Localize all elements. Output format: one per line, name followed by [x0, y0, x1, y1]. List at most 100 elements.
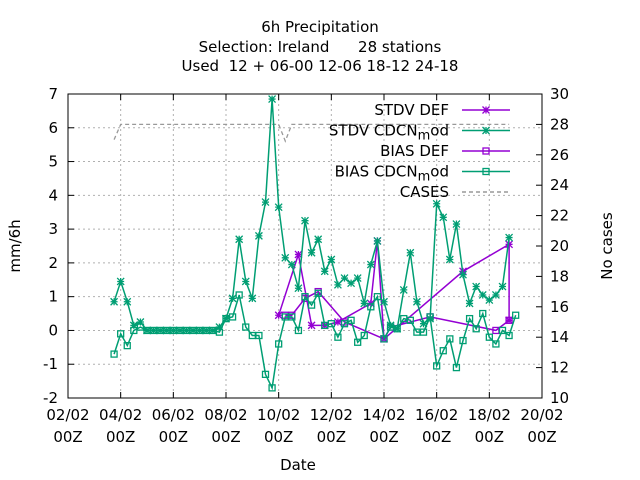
data-point: [505, 240, 514, 249]
data-point: [347, 316, 355, 324]
series-line-bias-def: [285, 290, 510, 340]
data-point: [505, 316, 513, 324]
data-point: [274, 203, 283, 212]
data-point: [406, 316, 414, 324]
data-point: [327, 320, 335, 328]
chart-title-line-1: 6h Precipitation: [261, 18, 379, 36]
data-point: [367, 303, 375, 311]
chart-title-line-3: Used 12 + 06-00 12-06 18-12 24-18: [182, 57, 459, 75]
y2-tick-label: 26: [550, 146, 569, 164]
data-point: [288, 313, 296, 321]
y-tick-label: -2: [43, 389, 58, 407]
x-tick-label: 06/02: [152, 406, 195, 424]
legend-label: BIAS CDCNmod: [335, 163, 449, 185]
data-point: [116, 277, 125, 286]
series-line-cases: [113, 123, 510, 143]
legend-label: STDV CDCNmod: [329, 122, 449, 144]
data-point: [320, 267, 329, 276]
y2-tick-label: 30: [550, 85, 569, 103]
data-point: [294, 326, 303, 335]
data-point: [426, 313, 434, 321]
y2-axis-label: No cases: [598, 212, 616, 280]
data-point: [340, 274, 349, 283]
data-point: [294, 284, 303, 293]
y-tick-label: 5: [48, 153, 58, 171]
legend-label: CASES: [400, 183, 449, 201]
chart-title-line-2: Selection: Ireland 28 stations: [199, 38, 442, 56]
y2-tick-label: 14: [550, 328, 569, 346]
data-point: [327, 255, 336, 264]
data-point: [446, 335, 454, 343]
x-tick-label: 04/02: [99, 406, 142, 424]
data-point: [242, 323, 250, 331]
legend-marker: [482, 147, 490, 155]
data-point: [294, 250, 303, 259]
data-point: [465, 314, 474, 323]
data-point: [386, 321, 395, 330]
data-point: [360, 331, 368, 340]
y-tick-label: 0: [48, 321, 58, 339]
legend-label: BIAS DEF: [380, 142, 449, 160]
x-axis-label: Date: [280, 456, 316, 474]
legend-marker: [482, 126, 490, 135]
data-point: [452, 220, 461, 229]
data-point: [110, 350, 118, 358]
data-point: [432, 199, 441, 208]
x-tick-label: 16/02: [415, 406, 458, 424]
data-point: [117, 330, 125, 338]
y-tick-label: 1: [48, 288, 58, 306]
data-point: [287, 260, 296, 269]
legend-label: STDV DEF: [374, 101, 449, 119]
data-point: [334, 333, 342, 341]
y-tick-label: 6: [48, 119, 58, 137]
data-point: [478, 291, 487, 299]
y2-tick-label: 12: [550, 359, 569, 377]
data-point: [433, 362, 441, 370]
data-point: [492, 340, 500, 348]
data-point: [307, 301, 316, 309]
data-point: [301, 293, 309, 301]
data-point: [129, 321, 138, 330]
y-tick-label: 7: [48, 85, 58, 103]
plot-frame: [67, 93, 543, 399]
legend-marker: [482, 167, 490, 176]
data-point: [498, 326, 507, 335]
data-point: [373, 293, 382, 301]
data-point: [491, 291, 500, 299]
data-point: [123, 297, 132, 306]
data-point: [380, 297, 388, 306]
data-point: [406, 248, 415, 257]
data-point: [110, 297, 119, 306]
data-point: [354, 338, 362, 346]
data-point: [399, 285, 408, 294]
x-tick-label: 00Z: [475, 428, 504, 446]
data-point: [347, 279, 356, 288]
data-point: [307, 248, 316, 257]
data-point: [505, 233, 514, 242]
data-point: [268, 384, 276, 392]
data-point: [439, 347, 447, 355]
series-line-bias-cdcn-mod: [113, 291, 517, 391]
data-point: [472, 325, 480, 333]
y2-tick-label: 20: [550, 237, 569, 255]
x-tick-label: 00Z: [317, 428, 346, 446]
x-tick-label: 14/02: [362, 406, 405, 424]
data-point: [235, 235, 244, 244]
data-point: [452, 363, 461, 372]
data-point: [136, 318, 145, 326]
data-point: [235, 291, 243, 299]
series-bias-cdcn-mod: [110, 289, 520, 392]
data-point: [465, 299, 474, 308]
y2-tick-label: 24: [550, 176, 569, 194]
data-point: [254, 231, 263, 240]
data-point: [393, 325, 401, 333]
data-point: [459, 270, 467, 279]
data-point: [485, 296, 494, 305]
data-point: [228, 294, 237, 303]
x-tick-label: 00Z: [53, 428, 82, 446]
data-point: [274, 311, 283, 320]
data-point: [123, 341, 131, 350]
data-point: [307, 321, 316, 330]
legend-entry-bias-def: BIAS DEF: [380, 142, 510, 160]
